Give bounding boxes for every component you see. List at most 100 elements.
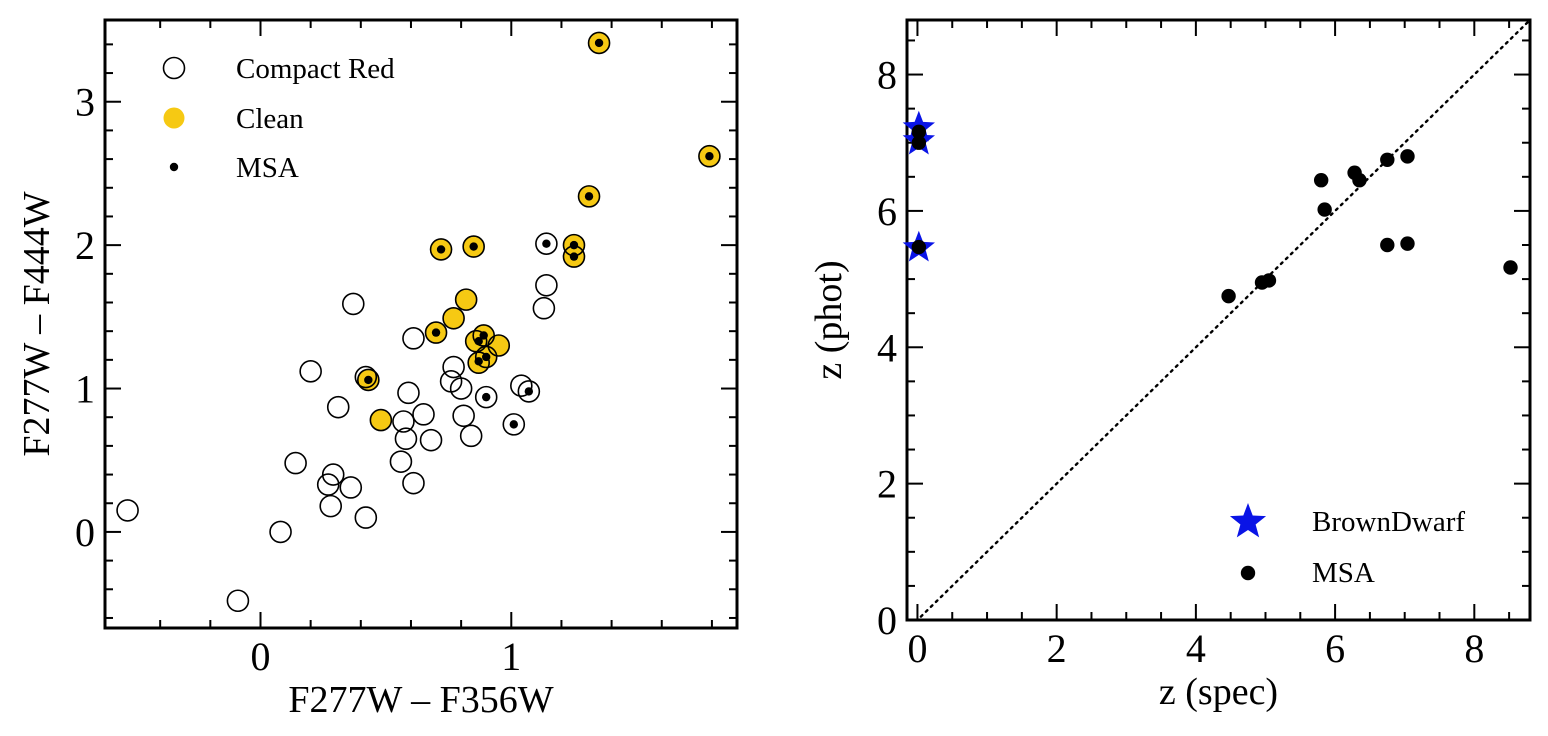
x-axis-label: F277W – F356W xyxy=(288,679,553,721)
compact-red-marker xyxy=(474,345,498,369)
msa-marker xyxy=(482,392,491,402)
compact-red-marker xyxy=(419,428,443,452)
msa-marker xyxy=(436,245,446,254)
one-to-one-line xyxy=(919,20,1530,618)
compact-red-marker xyxy=(449,377,473,400)
color-color-panel: 0 1 0 1 2 3 F277W – F356W F277W – F444W Compact … xyxy=(16,18,739,721)
legend-label: Clean xyxy=(236,103,304,135)
y-tick-label: 6 xyxy=(877,189,897,234)
redshift-comparison-panel: 0 2 4 6 8 0 2 4 6 8 z (spec) z (phot) BrownDwarf MSA xyxy=(808,18,1532,713)
compact-red-marker xyxy=(389,450,413,473)
legend-compact-red-marker xyxy=(162,56,186,80)
compact-red-marker xyxy=(442,355,465,379)
legend-label: MSA xyxy=(1312,557,1375,589)
x-axis-label: z (spec) xyxy=(1159,671,1278,713)
clean-marker xyxy=(370,409,392,431)
msa-marker xyxy=(705,152,714,161)
msa-marker xyxy=(542,239,551,248)
msa-marker xyxy=(1400,236,1415,251)
compact-red-marker xyxy=(341,292,365,316)
msa-marker xyxy=(1317,202,1332,217)
compact-red-marker xyxy=(442,306,465,330)
compact-red-marker xyxy=(357,368,380,392)
legend-label: BrownDwarf xyxy=(1312,506,1465,538)
compact-red-marker xyxy=(321,463,345,486)
legend: BrownDwarf MSA xyxy=(1229,503,1465,589)
msa-marker xyxy=(364,375,373,385)
compact-red-marker xyxy=(467,351,490,375)
msa-marker xyxy=(474,357,483,366)
x-tick-label: 2 xyxy=(1047,626,1067,671)
msa-marker xyxy=(594,38,604,48)
y-tick-label: 1 xyxy=(75,367,95,412)
msa-marker xyxy=(569,240,579,250)
msa-marker xyxy=(911,239,927,255)
compact-red-marker xyxy=(532,296,556,320)
legend-msa-marker xyxy=(1240,565,1256,581)
msa-marker xyxy=(1503,260,1518,275)
x-tick-label: 0 xyxy=(907,626,927,671)
y-axis-label: F277W – F444W xyxy=(16,191,58,456)
y-tick-label: 2 xyxy=(75,223,95,268)
x-tick-label: 8 xyxy=(1464,626,1484,671)
clean-marker xyxy=(455,289,477,311)
compact-red-marker xyxy=(402,327,425,350)
compact-red-marker xyxy=(326,395,350,419)
legend-msa-marker xyxy=(169,162,179,172)
msa-marker xyxy=(431,328,441,337)
msa-marker xyxy=(474,337,483,346)
compact-red-marker xyxy=(339,476,363,499)
y-axis-label: z (phot) xyxy=(808,260,850,379)
legend: Compact Red Clean MSA xyxy=(162,53,395,184)
compact-red-marker xyxy=(116,499,139,522)
compact-red-marker xyxy=(354,506,378,529)
compact-red-marker xyxy=(299,360,322,383)
msa-marker xyxy=(479,331,488,340)
compact-red-marker xyxy=(394,427,418,451)
msa-marker xyxy=(1380,237,1395,253)
compact-red-marker xyxy=(510,374,533,397)
compact-red-marker xyxy=(369,408,393,432)
msa-marker xyxy=(524,387,534,396)
compact-red-marker xyxy=(412,403,435,426)
msa-marker xyxy=(584,192,594,201)
compact-red-marker xyxy=(487,334,511,357)
plot-frame xyxy=(103,18,739,630)
compact-red-marker xyxy=(452,404,475,428)
compact-red-marker xyxy=(392,410,415,433)
x-tick-label: 4 xyxy=(1186,626,1206,671)
compact-red-marker xyxy=(354,365,378,389)
msa-marker xyxy=(569,252,579,261)
msa-marker xyxy=(482,352,491,362)
compact-red-marker xyxy=(402,471,425,495)
clean-marker xyxy=(443,307,465,329)
msa-marker xyxy=(1221,288,1236,304)
compact-red-marker xyxy=(319,494,343,518)
legend-brown-dwarf-marker xyxy=(1229,503,1267,538)
legend-label: Compact Red xyxy=(236,53,395,85)
y-tick-label: 3 xyxy=(75,80,95,125)
compact-red-marker xyxy=(269,520,292,544)
legend-clean-marker xyxy=(163,107,185,129)
msa-marker xyxy=(469,242,478,251)
msa-marker xyxy=(1400,149,1415,164)
compact-red-marker xyxy=(535,232,558,255)
y-tick-label: 4 xyxy=(877,325,897,370)
compact-red-marker xyxy=(284,451,307,475)
compact-red-marker xyxy=(535,273,558,297)
compact-red-marker xyxy=(397,381,420,405)
plot-frame xyxy=(905,18,1532,622)
compact-red-marker xyxy=(698,144,721,168)
msa-marker xyxy=(911,135,927,150)
x-tick-label: 6 xyxy=(1325,626,1345,671)
y-tick-label: 0 xyxy=(75,510,95,555)
y-tick-label: 2 xyxy=(877,462,897,507)
compact-red-marker xyxy=(517,380,541,403)
msa-marker xyxy=(911,124,927,140)
msa-marker xyxy=(1261,273,1277,288)
compact-red-marker xyxy=(474,385,498,409)
compact-red-marker xyxy=(587,31,611,55)
compact-red-marker xyxy=(502,413,526,436)
y-tick-label: 0 xyxy=(877,598,897,643)
